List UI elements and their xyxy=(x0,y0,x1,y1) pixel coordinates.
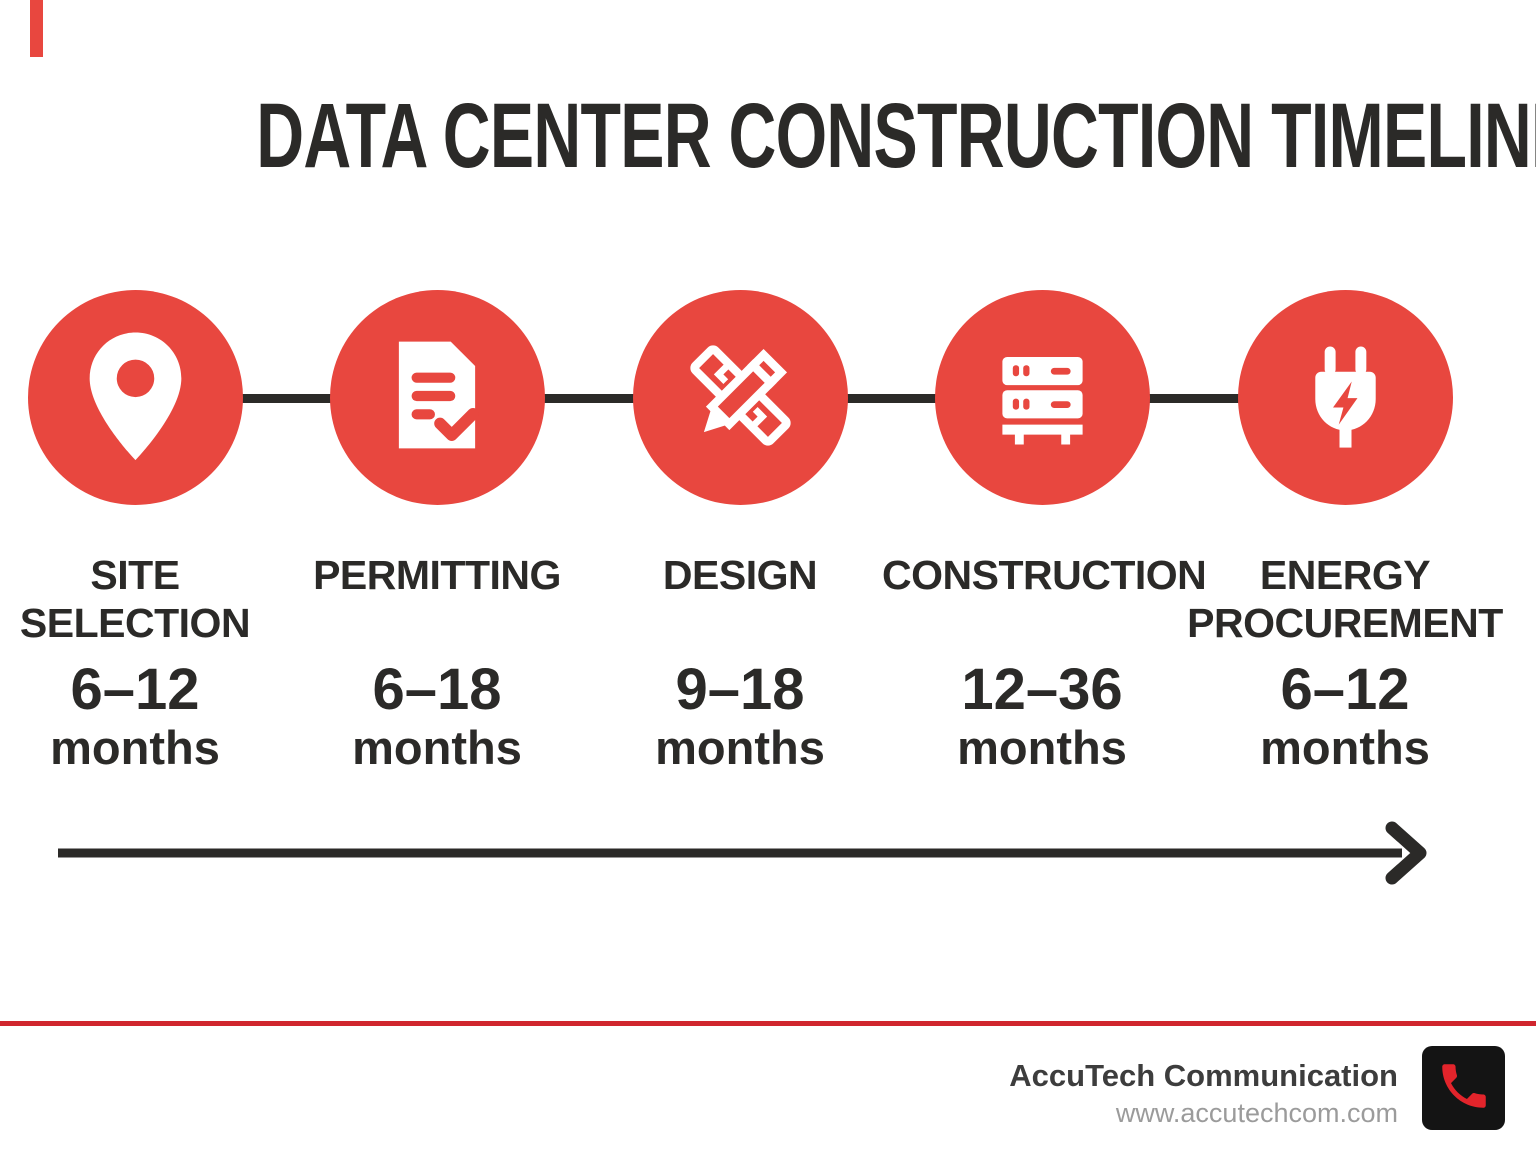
stage-duration-unit: months xyxy=(50,721,220,774)
accent-bar xyxy=(30,0,43,57)
stage-circle xyxy=(27,290,243,505)
stage-label: SITE SELECTION xyxy=(19,552,251,646)
stage-permitting: PERMITTING 6–18 months xyxy=(277,290,597,774)
stage-design: DESIGN 9–18 months xyxy=(580,290,900,774)
footer-divider-line xyxy=(0,1021,1536,1026)
stage-circle xyxy=(329,290,545,505)
location-pin-icon xyxy=(73,326,198,469)
stage-duration: 6–12 xyxy=(1280,657,1410,722)
stage-duration: 6–18 xyxy=(372,657,502,722)
timeline-arrow xyxy=(58,821,1427,885)
footer-branding: AccuTech Communication www.accutechcom.c… xyxy=(1009,1058,1398,1128)
stage-duration-unit: months xyxy=(1260,721,1430,774)
stage-site-selection: SITE SELECTION 6–12 months xyxy=(0,290,295,774)
stage-duration: 12–36 xyxy=(961,657,1123,722)
stage-duration-unit: months xyxy=(957,721,1127,774)
permit-document-icon xyxy=(376,334,498,461)
stage-circle xyxy=(632,290,848,505)
stage-label: DESIGN xyxy=(662,552,818,598)
server-rack-icon xyxy=(980,333,1105,463)
phone-icon xyxy=(1435,1057,1493,1120)
company-website: www.accutechcom.com xyxy=(1115,1098,1398,1128)
company-name: AccuTech Communication xyxy=(1009,1058,1398,1093)
stage-energy-procurement: ENERGY PROCUREMENT 6–12 months xyxy=(1185,290,1505,774)
stage-duration-unit: months xyxy=(352,721,522,774)
company-logo xyxy=(1422,1046,1505,1130)
stage-label: PERMITTING xyxy=(313,552,561,598)
stage-duration: 6–12 xyxy=(70,657,200,722)
title-container: DATA CENTER CONSTRUCTION TIMELINE xyxy=(0,84,1536,189)
stage-circle xyxy=(1237,290,1453,505)
power-plug-icon xyxy=(1283,333,1408,463)
stage-duration-unit: months xyxy=(655,721,825,774)
page-title: DATA CENTER CONSTRUCTION TIMELINE xyxy=(256,85,1536,187)
stage-construction: CONSTRUCTION 12–36 months xyxy=(882,290,1207,774)
pencil-ruler-icon xyxy=(673,328,808,468)
stage-duration: 9–18 xyxy=(675,657,805,722)
stage-circle xyxy=(934,290,1150,505)
stage-label: CONSTRUCTION xyxy=(882,552,1207,598)
stage-label: ENERGY PROCUREMENT xyxy=(1187,552,1503,646)
